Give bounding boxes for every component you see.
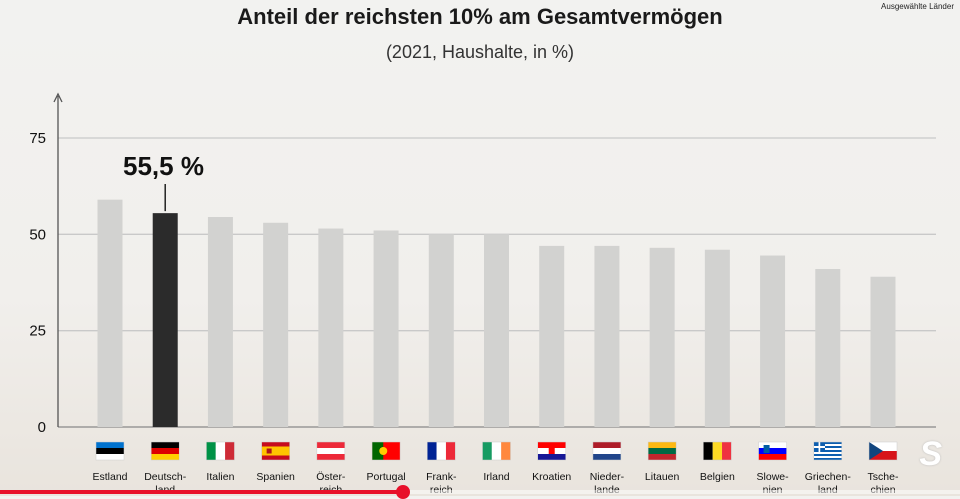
flag-fr-icon: [427, 441, 456, 461]
bar: [815, 269, 841, 427]
flag-cz-icon: [868, 441, 898, 461]
category-label: Spanien: [256, 471, 295, 483]
bar: [263, 222, 289, 427]
bar: [97, 199, 123, 427]
bar: [152, 213, 178, 427]
flag-be-icon: [703, 441, 732, 461]
bar: [870, 276, 896, 427]
flag-hr-icon: [537, 441, 566, 461]
y-tick-label: 50: [29, 226, 46, 243]
bar: [539, 245, 565, 427]
flag-de-icon: [150, 441, 180, 461]
flag-at-icon: [316, 441, 346, 461]
flag-it-icon: [206, 441, 235, 461]
chart-title: Anteil der reichsten 10% am Gesamtvermög…: [237, 4, 723, 29]
bar: [318, 228, 344, 427]
flag-si-icon: [758, 441, 787, 461]
annotation-label: 55,5 %: [123, 151, 204, 181]
y-axis-arrow: [53, 92, 63, 103]
progress-played: [0, 490, 404, 494]
y-tick-label: 0: [38, 419, 46, 436]
category-label: Litauen: [645, 471, 680, 483]
bar: [428, 234, 454, 427]
category-label: Kroatien: [532, 471, 571, 483]
flag-lt-icon: [647, 441, 677, 461]
flag-es-icon: [261, 441, 290, 461]
bar: [373, 230, 399, 427]
category-label: Portugal: [367, 471, 406, 483]
category-label: Belgien: [700, 471, 735, 483]
flag-ee-icon: [95, 441, 125, 461]
bar: [594, 245, 620, 427]
bar: [649, 247, 675, 427]
category-label: Estland: [92, 471, 127, 483]
y-tick-label: 75: [29, 130, 46, 147]
y-tick-label: 25: [29, 323, 46, 340]
progress-knob[interactable]: [396, 485, 411, 499]
bar: [484, 234, 509, 427]
flag-gr-icon: [813, 441, 843, 461]
flag-nl-icon: [592, 441, 622, 461]
video-progress-bar[interactable]: [0, 485, 960, 499]
flag-pt-icon: [371, 441, 401, 461]
bar: [207, 216, 233, 427]
bar: [760, 255, 786, 427]
corner-note: Ausgewählte Länder: [881, 2, 954, 11]
category-label: Italien: [206, 471, 234, 483]
chart-subtitle: (2021, Haushalte, in %): [385, 42, 575, 62]
flag-ie-icon: [482, 441, 511, 461]
brand-logo: S: [919, 435, 942, 473]
category-label: Irland: [483, 471, 509, 483]
bar: [704, 249, 730, 427]
